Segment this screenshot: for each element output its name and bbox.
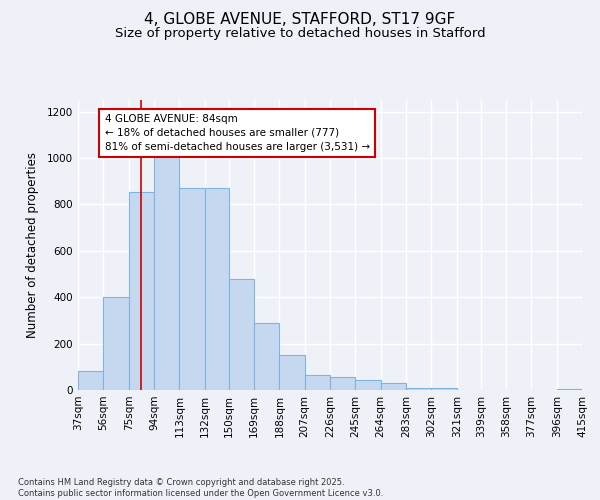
Text: Size of property relative to detached houses in Stafford: Size of property relative to detached ho…: [115, 28, 485, 40]
Bar: [330, 377, 355, 390]
Text: 4 GLOBE AVENUE: 84sqm
← 18% of detached houses are smaller (777)
81% of semi-det: 4 GLOBE AVENUE: 84sqm ← 18% of detached …: [104, 114, 370, 152]
Bar: [205, 188, 229, 390]
Bar: [229, 278, 254, 390]
Bar: [154, 156, 179, 390]
Bar: [280, 355, 305, 390]
Bar: [557, 389, 582, 390]
Text: Contains HM Land Registry data © Crown copyright and database right 2025.
Contai: Contains HM Land Registry data © Crown c…: [18, 478, 383, 498]
Y-axis label: Number of detached properties: Number of detached properties: [26, 152, 38, 338]
Bar: [128, 192, 154, 390]
Bar: [78, 372, 103, 390]
Bar: [103, 297, 128, 390]
Bar: [305, 375, 330, 390]
Bar: [380, 383, 406, 390]
Bar: [431, 388, 457, 390]
Bar: [254, 322, 280, 390]
Bar: [406, 388, 431, 390]
Bar: [179, 188, 205, 390]
Bar: [355, 380, 380, 390]
Text: 4, GLOBE AVENUE, STAFFORD, ST17 9GF: 4, GLOBE AVENUE, STAFFORD, ST17 9GF: [145, 12, 455, 28]
